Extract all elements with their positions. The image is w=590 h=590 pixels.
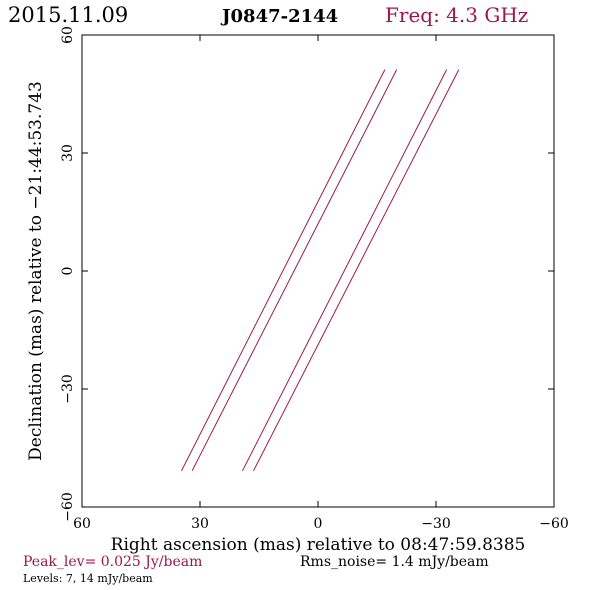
x-tick-label: −60: [539, 516, 569, 532]
x-tick-label: −30: [421, 516, 451, 532]
x-ticks: 60 30 0 −30 −60: [73, 35, 569, 532]
contours: [181, 69, 460, 472]
y-tick-label: −60: [60, 492, 76, 522]
x-tick-label: 30: [191, 516, 209, 532]
x-tick-label: 60: [73, 516, 91, 532]
y-axis-label: Declination (mas) relative to −21:44:53.…: [26, 81, 46, 461]
contour-line: [242, 69, 448, 472]
plot-frame: [81, 34, 555, 508]
contour-line: [181, 69, 386, 472]
contour-line: [191, 69, 398, 472]
peak-level: Peak_lev= 0.025 Jy/beam: [23, 554, 202, 570]
y-tick-label: −30: [60, 374, 76, 404]
x-tick-label: 0: [314, 516, 323, 532]
contour-line: [253, 69, 460, 472]
observation-date: 2015.11.09: [8, 3, 128, 27]
frequency-label: Freq: 4.3 GHz: [385, 3, 528, 27]
y-ticks: −60 −30 0 30 60: [60, 26, 554, 522]
x-axis-label: Right ascension (mas) relative to 08:47:…: [111, 535, 526, 555]
contour-levels: Levels: 7, 14 mJy/beam: [23, 572, 153, 585]
source-name: J0847-2144: [220, 6, 338, 27]
y-tick-label: 60: [60, 26, 76, 44]
y-tick-label: 30: [60, 144, 76, 162]
rms-noise: Rms_noise= 1.4 mJy/beam: [300, 554, 489, 570]
y-tick-label: 0: [60, 267, 76, 276]
